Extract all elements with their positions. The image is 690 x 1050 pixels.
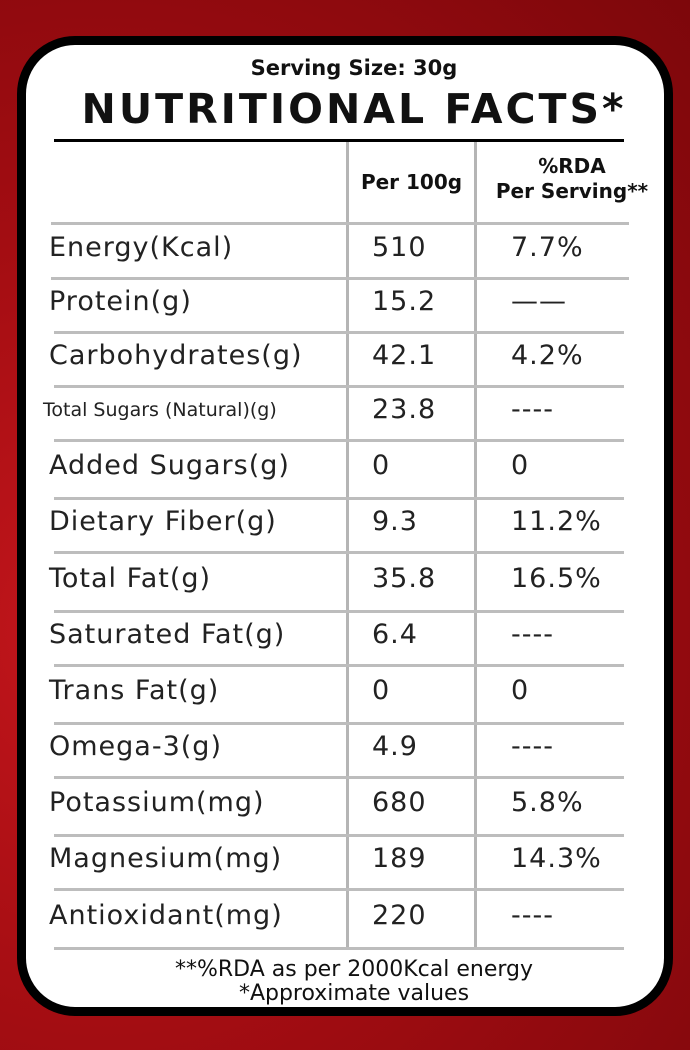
rda-value: 0 (511, 675, 530, 706)
rda-value: 0 (511, 450, 530, 481)
per-100g-value: 9.3 (372, 506, 418, 537)
nutrient-name: Antioxidant(mg) (49, 899, 283, 931)
row-divider (54, 551, 624, 554)
per-100g-value: 4.9 (372, 731, 418, 762)
row-divider (54, 834, 624, 837)
nutrient-name: Carbohydrates(g) (49, 340, 303, 371)
header-rda-line2: Per Serving** (495, 179, 649, 203)
nutrient-name: Trans Fat(g) (49, 675, 220, 706)
row-divider (54, 888, 624, 891)
serving-size: Serving Size: 30g (250, 56, 458, 80)
nutrient-name: Total Sugars (Natural)(g) (43, 399, 277, 421)
per-100g-value: 189 (372, 843, 427, 874)
row-divider (54, 610, 624, 613)
nutrition-facts-card: Serving Size: 30g NUTRITIONAL FACTS* Per… (17, 36, 673, 1016)
nutrient-name: Added Sugars(g) (49, 450, 290, 481)
per-100g-value: 15.2 (372, 286, 437, 317)
per-100g-value: 35.8 (372, 562, 437, 594)
per-100g-value: 0 (372, 675, 391, 706)
nutrient-name: Magnesium(mg) (49, 843, 283, 874)
row-divider (54, 947, 624, 950)
row-divider (54, 331, 624, 334)
rda-value: 14.3% (511, 843, 602, 874)
per-100g-value: 510 (372, 231, 427, 263)
row-divider (51, 222, 629, 225)
row-divider (54, 497, 624, 500)
header-per-100g: Per 100g (349, 170, 474, 195)
rda-value: 16.5% (511, 562, 602, 594)
per-100g-value: 23.8 (372, 394, 437, 425)
nutrient-name: Dietary Fiber(g) (49, 506, 277, 537)
rda-value: 4.2% (511, 340, 584, 371)
row-divider (54, 439, 624, 442)
header-rda: %RDA Per Serving** (477, 154, 667, 204)
rda-value: —— (511, 286, 567, 317)
rda-value: 5.8% (511, 787, 584, 818)
nutrient-name: Protein(g) (49, 286, 192, 317)
row-divider (54, 385, 624, 388)
row-divider (54, 664, 624, 667)
per-100g-value: 680 (372, 787, 427, 818)
nutrient-name: Total Fat(g) (49, 562, 212, 594)
per-100g-value: 0 (372, 450, 391, 481)
nutrient-name: Omega-3(g) (49, 731, 222, 762)
footnotes: **%RDA as per 2000Kcal energy *Approxima… (26, 958, 682, 1006)
page-title: NUTRITIONAL FACTS* (81, 85, 627, 133)
header-rda-line1: %RDA (538, 154, 606, 178)
rda-value: ---- (511, 899, 554, 931)
title-divider (54, 139, 624, 142)
rda-value: ---- (511, 394, 554, 425)
column-divider-1 (346, 142, 349, 950)
column-divider-2 (474, 142, 477, 950)
rda-value: 11.2% (511, 506, 602, 537)
per-100g-value: 220 (372, 899, 427, 931)
nutrient-name: Saturated Fat(g) (49, 619, 286, 650)
rda-value: 7.7% (511, 231, 584, 263)
footnote-rda: **%RDA as per 2000Kcal energy (174, 957, 533, 982)
row-divider (54, 776, 624, 779)
per-100g-value: 42.1 (372, 340, 437, 371)
footnote-approx: *Approximate values (238, 981, 470, 1006)
rda-value: ---- (511, 731, 554, 762)
header-per-100g-label: Per 100g (360, 170, 463, 194)
row-divider (54, 722, 624, 725)
nutrient-name: Energy(Kcal) (49, 231, 234, 263)
rda-value: ---- (511, 619, 554, 650)
per-100g-value: 6.4 (372, 619, 418, 650)
nutrient-name: Potassium(mg) (49, 787, 265, 818)
row-divider (51, 277, 629, 280)
